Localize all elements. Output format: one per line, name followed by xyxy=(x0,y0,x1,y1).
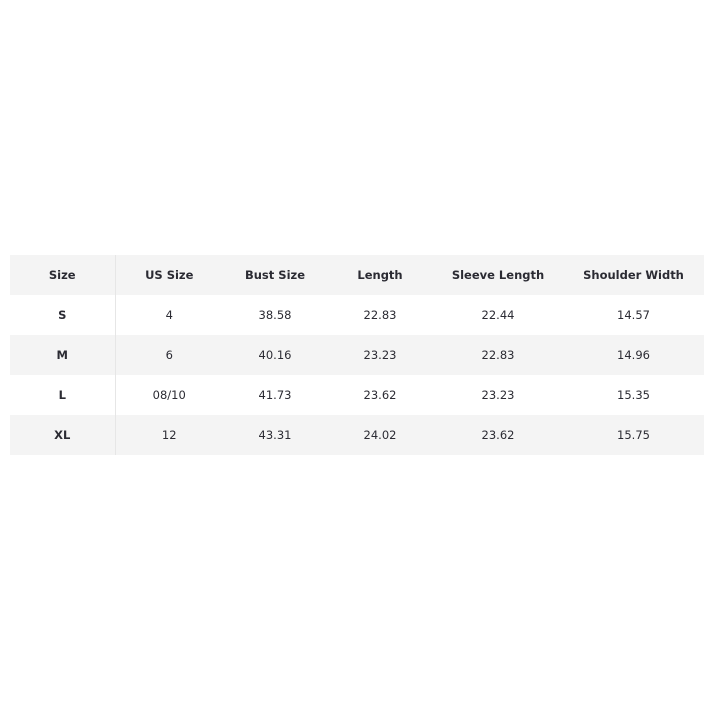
table-cell: XL xyxy=(10,415,116,455)
table-cell: 40.16 xyxy=(258,348,292,362)
table-cell: 38.58 xyxy=(258,308,292,322)
table-cell: 23.62 xyxy=(363,388,397,402)
table-cell: 12 xyxy=(161,428,177,442)
table-cell: 22.83 xyxy=(481,348,515,362)
size-chart-table: Size US Size Bust Size Length Sleeve Len… xyxy=(10,255,704,455)
header-shoulder-width: Shoulder Width xyxy=(583,268,684,282)
table-cell: 22.44 xyxy=(481,308,515,322)
table-cell: 08/10 xyxy=(152,388,186,402)
table-cell: L xyxy=(10,375,116,415)
table-row: XL 12 43.31 24.02 23.62 15.75 xyxy=(10,415,704,455)
header-bust-size: Bust Size xyxy=(244,268,305,282)
header-size: Size xyxy=(10,255,116,295)
table-cell: 43.31 xyxy=(258,428,292,442)
table-cell: 23.62 xyxy=(481,428,515,442)
table-row: S 4 38.58 22.83 22.44 14.57 xyxy=(10,295,704,335)
table-cell: M xyxy=(10,335,116,375)
table-row: L 08/10 41.73 23.62 23.23 15.35 xyxy=(10,375,704,415)
table-cell: 24.02 xyxy=(363,428,397,442)
header-sleeve-length: Sleeve Length xyxy=(451,268,545,282)
table-row: M 6 40.16 23.23 22.83 14.96 xyxy=(10,335,704,375)
table-cell: 15.75 xyxy=(617,428,650,442)
table-cell: 15.35 xyxy=(617,388,650,402)
table-cell: 14.96 xyxy=(617,348,650,362)
table-cell: S xyxy=(10,295,116,335)
table-cell: 41.73 xyxy=(258,388,292,402)
header-row: Size US Size Bust Size Length Sleeve Len… xyxy=(10,255,704,295)
header-us-size: US Size xyxy=(145,268,194,282)
table-cell: 4 xyxy=(165,308,173,322)
table-cell: 6 xyxy=(165,348,173,362)
table-cell: 23.23 xyxy=(481,388,515,402)
table-cell: 23.23 xyxy=(363,348,397,362)
header-length: Length xyxy=(357,268,403,282)
table-cell: 14.57 xyxy=(617,308,650,322)
table-cell: 22.83 xyxy=(363,308,397,322)
